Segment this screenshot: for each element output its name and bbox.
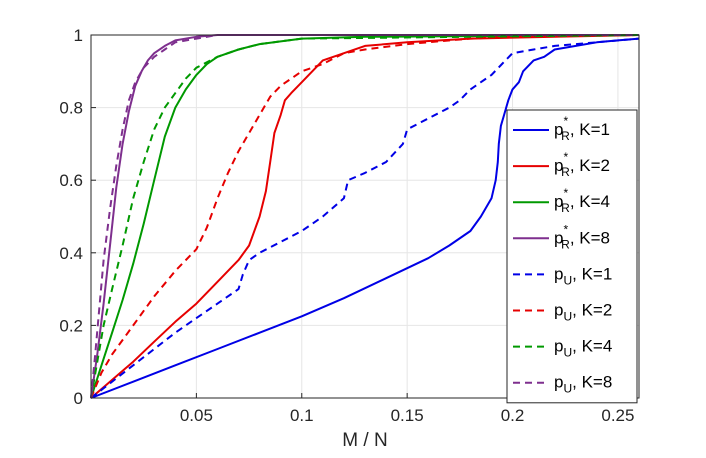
x-tick-label: 0.25 (601, 406, 634, 425)
series-line-7 (90, 34, 640, 399)
y-tick-label: 0.6 (59, 171, 83, 190)
x-tick-label: 0.2 (501, 406, 525, 425)
axis-ticks: 0.05 0.1 0.15 0.2 0.25 0 0.2 0.4 0.6 0.8 1 (59, 26, 634, 425)
series-group (90, 34, 640, 399)
series-line-8 (90, 34, 639, 399)
legend-entry-label: p* R, K=1 (554, 114, 610, 143)
y-tick-label: 0.8 (59, 99, 83, 118)
plot-frame (90, 34, 640, 399)
legend-entry-label: pU, K=8 (554, 373, 612, 396)
y-tick-label: 1 (74, 26, 83, 45)
y-tick-label: 0 (74, 389, 83, 408)
legend-entry-label: pU, K=1 (554, 264, 612, 287)
legend: p* R, K=1 p* R, K=2 p* R, K=4 p* R, K=8 pU, K=1 p… (506, 109, 638, 404)
series-line-6 (90, 34, 640, 399)
x-tick-label: 0.1 (290, 406, 314, 425)
series-line-1 (90, 37, 640, 399)
y-tick-label: 0.4 (59, 244, 83, 263)
series-line-5 (90, 37, 640, 399)
legend-entry-label: p* R, K=2 (554, 150, 610, 179)
x-tick-label: 0.05 (180, 406, 213, 425)
legend-entry-label: p* R, K=8 (554, 222, 610, 251)
x-axis-label: M / N (342, 430, 387, 451)
legend-entry-label: p* R, K=4 (554, 186, 610, 215)
legend-box (506, 109, 638, 404)
x-tick-label: 0.15 (391, 406, 424, 425)
legend-entry-label: pU, K=2 (554, 301, 612, 324)
y-tick-label: 0.2 (59, 316, 83, 335)
legend-entry-label: pU, K=4 (554, 337, 612, 360)
series-line-2 (90, 34, 640, 399)
